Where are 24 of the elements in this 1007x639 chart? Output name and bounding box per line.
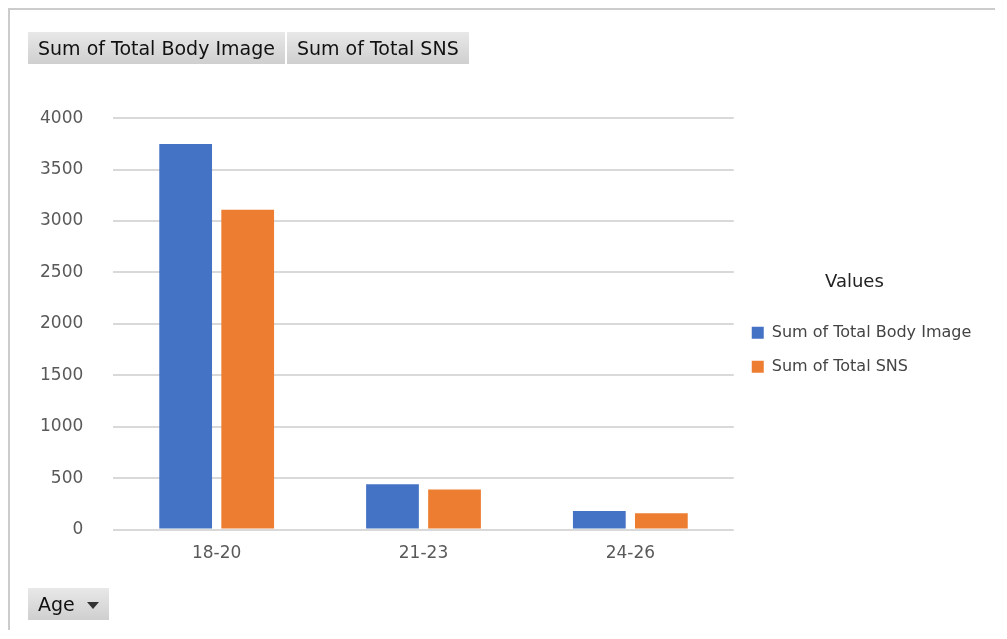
bar	[572, 511, 626, 529]
y-tick-label: 2000	[40, 312, 84, 333]
bar	[159, 143, 213, 529]
y-tick-label: 4000	[40, 106, 84, 127]
y-tick-label: 0	[72, 518, 84, 539]
y-tick-label: 500	[50, 466, 84, 487]
x-axis-title: Age	[38, 593, 75, 615]
y-tick-label: 3000	[40, 209, 84, 230]
x-tick-label: 24-26	[605, 542, 656, 563]
y-tick-label: 2500	[40, 260, 84, 281]
y-tick-label: 1000	[40, 415, 84, 436]
y-tick-label: 3500	[40, 158, 84, 179]
text: Sum of Total Body Image	[28, 32, 285, 64]
x-tick-label: 21-23	[398, 542, 449, 563]
legend-title: Values	[824, 269, 884, 291]
y-tick-label: 1500	[40, 363, 84, 384]
bar	[428, 489, 481, 529]
text: Sum of Total SNS	[286, 32, 469, 64]
legend-label: Sum of Total SNS	[771, 355, 908, 375]
bar	[366, 484, 419, 529]
bar	[634, 513, 688, 529]
x-tick-label: 18-20	[191, 542, 242, 563]
legend-label: Sum of Total Body Image	[771, 321, 972, 341]
bar	[221, 209, 275, 529]
